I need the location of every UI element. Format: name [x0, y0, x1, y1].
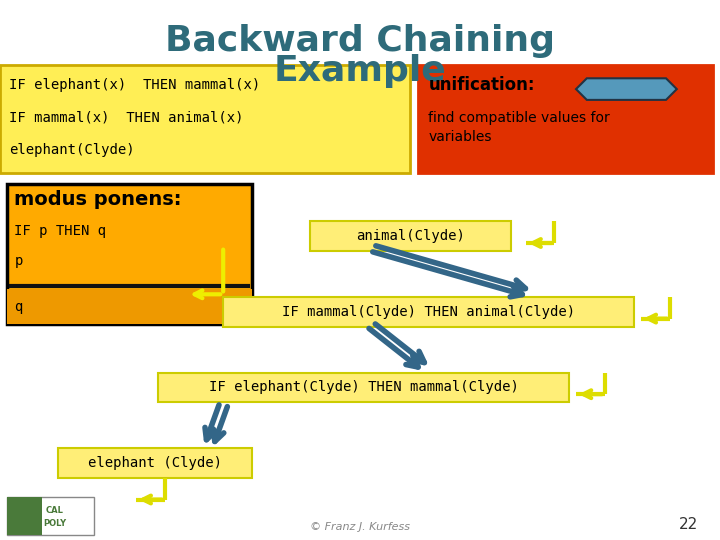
Bar [7, 497, 42, 535]
Text: unification:: unification: [428, 76, 535, 93]
Text: IF p THEN q: IF p THEN q [14, 224, 107, 238]
Text: elephant(Clyde): elephant(Clyde) [9, 143, 134, 157]
Text: IF mammal(x)  THEN animal(x): IF mammal(x) THEN animal(x) [9, 111, 243, 125]
Text: 22: 22 [679, 517, 698, 532]
Polygon shape [576, 78, 677, 100]
Text: POLY: POLY [43, 519, 66, 528]
Bar [418, 65, 713, 173]
Text: modus ponens:: modus ponens: [14, 190, 182, 209]
Text: IF elephant(Clyde) THEN mammal(Clyde): IF elephant(Clyde) THEN mammal(Clyde) [209, 381, 518, 394]
Text: © Franz J. Kurfess: © Franz J. Kurfess [310, 522, 410, 532]
Text: p: p [14, 254, 23, 268]
Text: animal(Clyde): animal(Clyde) [356, 230, 465, 243]
Text: Example: Example [274, 54, 446, 88]
Bar [0, 65, 410, 173]
Text: CAL: CAL [46, 505, 63, 515]
Text: Backward Chaining: Backward Chaining [165, 24, 555, 58]
Text: q: q [14, 300, 23, 314]
Bar [7, 497, 94, 535]
Bar [58, 448, 252, 478]
Bar [310, 221, 511, 251]
Bar [158, 373, 569, 402]
Text: elephant (Clyde): elephant (Clyde) [88, 456, 222, 470]
Bar [7, 184, 252, 324]
Text: IF mammal(Clyde) THEN animal(Clyde): IF mammal(Clyde) THEN animal(Clyde) [282, 305, 575, 319]
Bar [223, 297, 634, 327]
Text: IF elephant(x)  THEN mammal(x): IF elephant(x) THEN mammal(x) [9, 78, 260, 92]
Text: find compatible values for
variables: find compatible values for variables [428, 111, 610, 144]
Bar [7, 289, 252, 324]
